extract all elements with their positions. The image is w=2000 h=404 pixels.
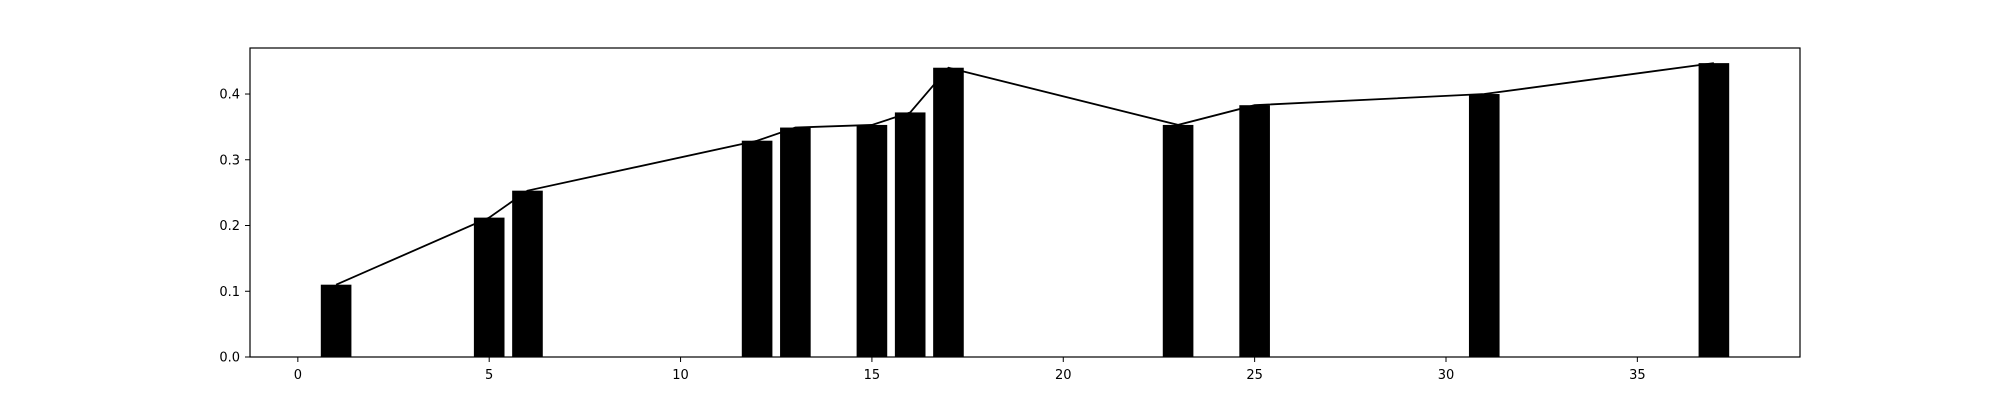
bar-1	[320, 284, 352, 357]
x-tick-label: 10	[672, 368, 689, 383]
bar-31	[1468, 94, 1500, 358]
x-tick-label: 35	[1629, 368, 1646, 383]
line-layer	[335, 62, 1715, 286]
y-tick-label: 0.2	[219, 219, 240, 234]
series-line	[335, 62, 1715, 286]
y-tick-label: 0.0	[219, 351, 240, 366]
bar-15	[856, 124, 888, 357]
bar-5	[473, 217, 505, 357]
bar-37	[1698, 63, 1730, 357]
x-tick-label: 0	[294, 368, 302, 383]
bar-16	[894, 112, 926, 358]
x-tick-label: 30	[1438, 368, 1455, 383]
y-tick-label: 0.3	[219, 153, 240, 168]
y-axis: 0.0 0.1 0.2 0.3 0.4	[219, 88, 250, 366]
bar-25	[1239, 105, 1270, 357]
x-axis: 0 5 10 15 20 25 30 35	[294, 357, 1646, 383]
x-tick-label: 20	[1055, 368, 1072, 383]
x-tick-label: 15	[864, 368, 881, 383]
bar-12	[741, 140, 773, 357]
plot-frame	[249, 47, 1801, 358]
y-tick-label: 0.1	[219, 285, 240, 300]
x-tick-label: 25	[1246, 368, 1263, 383]
bar-6	[512, 190, 543, 357]
x-tick-label: 5	[485, 368, 493, 383]
bars-layer	[320, 63, 1730, 358]
bar-23	[1162, 124, 1194, 357]
y-tick-label: 0.4	[219, 88, 240, 103]
bar-17	[933, 67, 964, 358]
bar-13	[780, 127, 811, 358]
